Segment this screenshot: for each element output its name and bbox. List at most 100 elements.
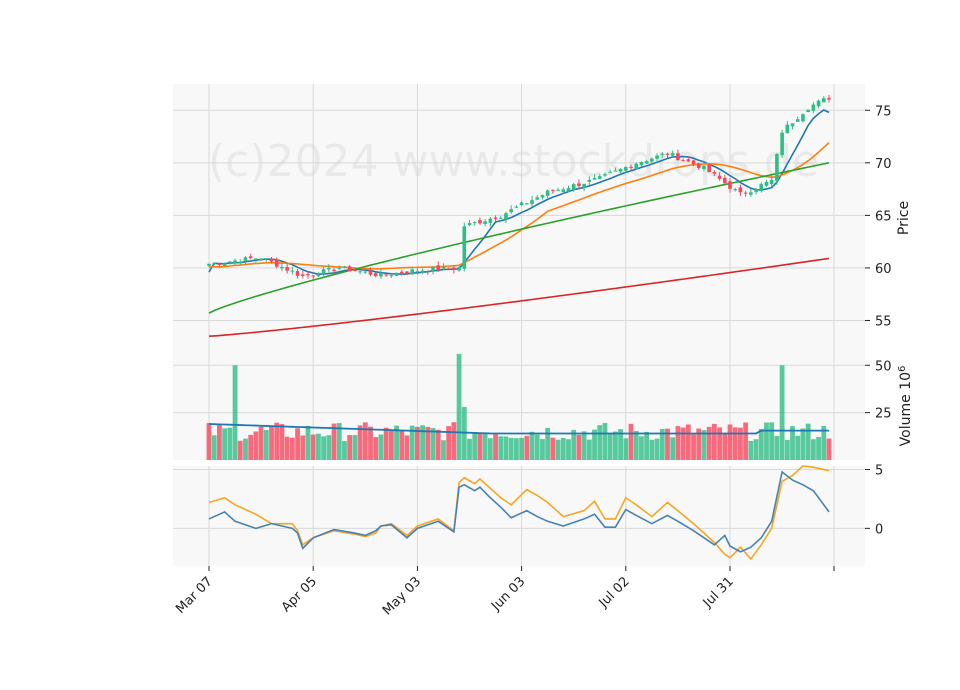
candle-body (295, 271, 300, 276)
volume-bar (597, 425, 603, 460)
ma_short-line (208, 109, 830, 275)
volume-panel: 25 50 Volume 106 (173, 352, 914, 460)
candle-body (702, 165, 706, 170)
candle-body (394, 272, 399, 276)
candle-body (269, 258, 274, 262)
candle-body (415, 270, 420, 272)
candle-body (306, 273, 310, 276)
volume-bar (717, 427, 722, 460)
candle-body (582, 183, 586, 188)
candle-body (639, 161, 644, 166)
candle-body (624, 167, 628, 171)
candlesticks (207, 94, 831, 280)
volume-tick-label: 50 (875, 359, 892, 374)
candle-body (290, 270, 295, 272)
price-axis-ticks: 55 60 65 70 75 (865, 104, 892, 329)
volume-bar (581, 431, 587, 460)
candle-body (483, 221, 487, 224)
volume-bar (331, 423, 337, 460)
volume-bar (644, 431, 650, 460)
volume-bar (571, 429, 577, 460)
oscillator-tick-label: 5 (875, 464, 883, 479)
candle-body (592, 178, 597, 180)
volume-bar (618, 429, 623, 460)
volume-bar (779, 365, 785, 460)
candle-body (525, 203, 529, 205)
date-tick-label: Mar 07 (173, 574, 216, 617)
price-tick-label: 75 (875, 104, 892, 119)
volume-bar (435, 429, 441, 460)
date-tick-label: Apr 05 (279, 574, 320, 615)
candle-body (426, 271, 430, 273)
candle-body (342, 266, 347, 268)
candle-body (801, 114, 805, 122)
date-tick-label: May 03 (380, 574, 424, 618)
oscillator-lines (208, 465, 830, 561)
volume-label-unit: 10 (898, 372, 914, 390)
candle-body (681, 160, 685, 162)
candle-body (603, 174, 607, 176)
candle-body (420, 270, 425, 273)
candle-body (274, 259, 279, 267)
volume-bar (706, 426, 712, 460)
candle-body (399, 271, 404, 274)
candle-body (467, 223, 472, 226)
date-tick-label: Jun 03 (488, 574, 528, 614)
candle-body (488, 218, 493, 223)
volume-bar (248, 434, 254, 460)
volume-bar (654, 438, 660, 460)
volume-bar (639, 436, 644, 460)
oscillator-panel: 05 (173, 464, 883, 566)
candle-body (634, 163, 639, 170)
oscillator-axis-ticks: 05 (865, 464, 883, 537)
ma_200-line (208, 257, 830, 338)
volume-bar (821, 425, 827, 460)
candle-body (738, 187, 743, 193)
volume-bar (279, 424, 285, 460)
volume-bar (352, 435, 358, 460)
candle-body (373, 273, 378, 277)
volume-bar (217, 424, 222, 460)
volume-bar (362, 422, 368, 460)
candle-body (509, 209, 513, 213)
volume-bar (394, 425, 399, 460)
volume-bar (727, 424, 733, 460)
volume-bar (289, 437, 295, 460)
candle-body (759, 184, 764, 192)
candle-body (670, 153, 675, 156)
volume-bar (607, 433, 613, 460)
volume-bar (675, 426, 681, 460)
volume-bar (415, 426, 420, 460)
candle-body (347, 266, 352, 272)
volume-bar (529, 431, 535, 460)
moving-average-lines (208, 109, 830, 338)
candle-body (618, 168, 623, 172)
volume-bar (420, 425, 426, 460)
volume-bar (670, 437, 676, 460)
volume-bar (649, 439, 655, 460)
candle-body (571, 184, 576, 190)
volume-bar (805, 423, 811, 460)
candle-body (316, 275, 321, 277)
price-tick-label: 60 (875, 262, 892, 277)
volume-bar (305, 425, 311, 460)
volume-bar (800, 428, 806, 460)
volume-bar (680, 427, 686, 460)
volume-bars (206, 353, 832, 460)
oscillator-grid (173, 466, 865, 566)
candle-body (597, 176, 602, 179)
volume-bar (373, 437, 379, 460)
candle-body (228, 261, 232, 263)
candle-body (504, 213, 508, 220)
volume-bar (795, 435, 801, 460)
volume-bar (753, 439, 759, 460)
candle-body (764, 181, 769, 186)
candle-body (754, 189, 758, 192)
candle-body (696, 163, 701, 169)
price-panel-background (173, 84, 865, 352)
volume-bar (477, 432, 483, 460)
volume-bar (748, 440, 754, 460)
volume-bar (665, 428, 670, 460)
candle-body (827, 97, 831, 100)
candle-body (493, 217, 498, 220)
